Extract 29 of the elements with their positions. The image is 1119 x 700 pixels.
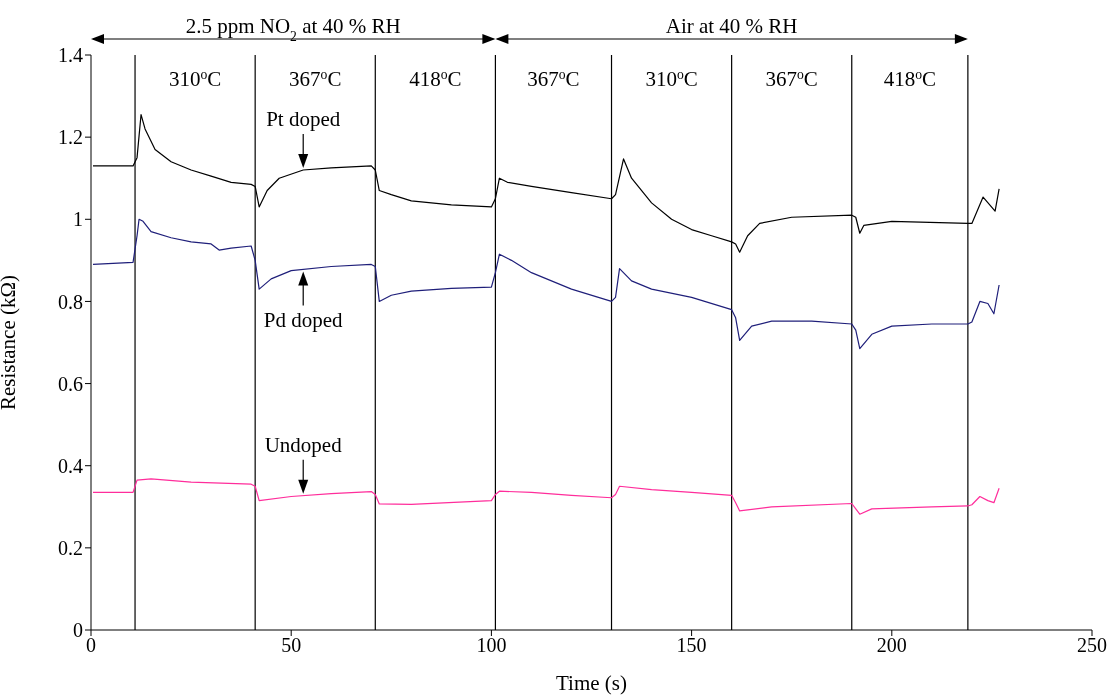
y-tick-label: 0: [73, 619, 83, 642]
annotation: 367$^{o}$C: [765, 66, 818, 91]
x-tick-label: 150: [676, 634, 707, 657]
annotation: Pt doped: [266, 107, 341, 131]
line-series: [92, 218, 1000, 350]
annotation: 310$^{o}$C: [645, 66, 698, 91]
annotation: Undoped: [264, 432, 343, 457]
y-axis-title: Resistance (kΩ): [0, 274, 21, 411]
y-tick-label: 0.2: [58, 536, 83, 559]
x-tick-label: 250: [1077, 634, 1107, 657]
x-tick-label: 100: [476, 634, 507, 657]
x-tick-label: 200: [876, 634, 907, 657]
annotation: Pd doped: [263, 308, 344, 333]
y-tick-label: 1.4: [58, 44, 83, 67]
annotation: 310$^{o}$C: [168, 66, 222, 91]
y-tick-label: 0.6: [58, 372, 83, 395]
annotation: 367$^{o}$C: [527, 66, 580, 91]
text: Air at 40 % RH: [665, 14, 798, 38]
text: 2.5 ppm NO$_{2}$ at 40 % RH: [185, 14, 401, 44]
annotation: 367$^{o}$C: [289, 66, 342, 91]
x-axis-title: Time (s): [556, 671, 627, 695]
y-tick-label: 1.2: [58, 126, 83, 149]
y-tick-label: 0.4: [58, 454, 83, 477]
annotation: 418$^{o}$C: [883, 66, 936, 91]
line-series: [92, 478, 1000, 515]
x-tick-label: 50: [281, 634, 302, 657]
y-tick-label: 0.8: [58, 290, 83, 313]
annotation: 418$^{o}$C: [409, 66, 462, 91]
y-tick-label: 1: [73, 208, 83, 231]
